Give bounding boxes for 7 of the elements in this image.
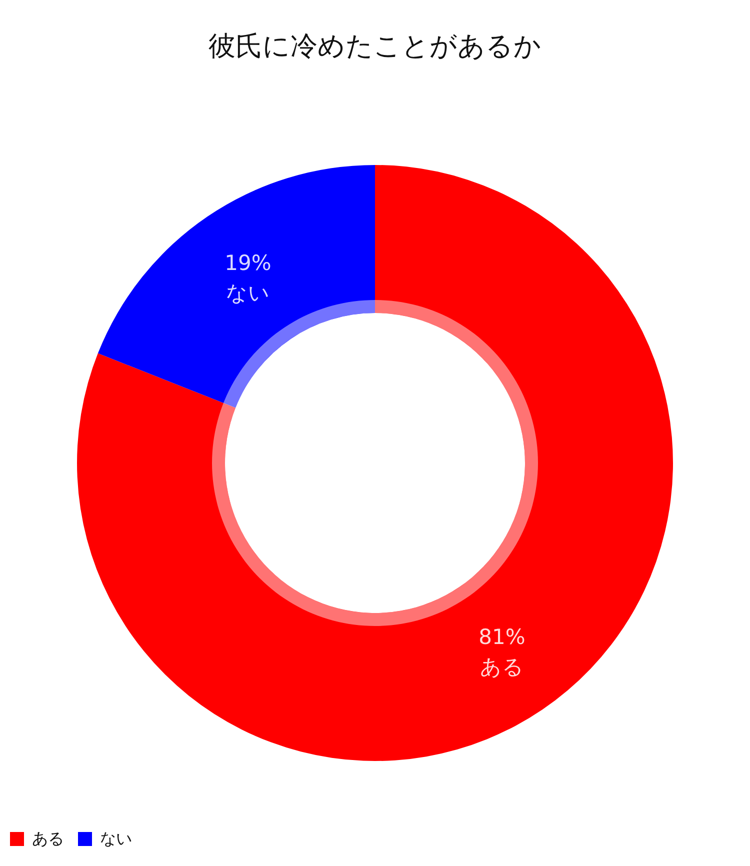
data-label: 81% xyxy=(478,624,526,649)
slice-label: ある xyxy=(480,654,524,679)
legend-label: ある xyxy=(32,829,64,848)
slice-label: ない xyxy=(226,281,270,306)
chart-title: 彼氏に冷めたことがあるか xyxy=(208,31,542,62)
data-label: 19% xyxy=(224,251,272,276)
legend-label: ない xyxy=(100,829,132,848)
